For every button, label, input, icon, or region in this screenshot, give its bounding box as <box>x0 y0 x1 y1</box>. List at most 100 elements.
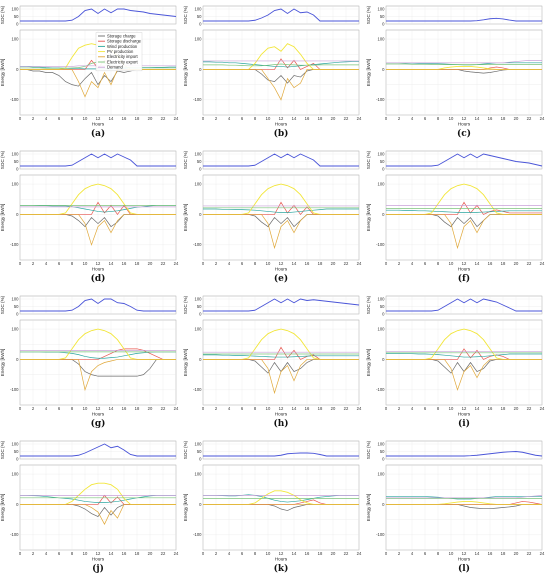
x-tick-label: 2 <box>215 406 218 411</box>
x-tick-label: 16 <box>122 116 127 121</box>
soc-tick-label: 50 <box>14 304 19 309</box>
x-tick-label: 20 <box>331 406 336 411</box>
x-tick-label: 20 <box>148 406 153 411</box>
soc-ylabel: SOC (%) <box>0 5 5 24</box>
energy-tick-label: 0 <box>199 212 202 217</box>
x-tick-label: 2 <box>32 261 35 266</box>
soc-tick-label: 0 <box>199 21 202 26</box>
x-tick-label: 24 <box>357 551 362 556</box>
panel-label: (d) <box>91 273 106 284</box>
soc-tick-label: 100 <box>195 441 203 446</box>
x-tick-label: 10 <box>266 406 271 411</box>
x-tick-label: 12 <box>279 116 284 121</box>
x-tick-label: 12 <box>96 406 101 411</box>
x-tick-label: 8 <box>254 406 257 411</box>
energy-tick-label: 100 <box>195 327 203 332</box>
x-tick-label: 16 <box>122 406 127 411</box>
x-tick-label: 20 <box>514 261 519 266</box>
legend-entry: Storage discharge <box>107 39 142 44</box>
series-line-wind <box>203 354 359 358</box>
x-tick-label: 4 <box>228 551 231 556</box>
energy-tick-label: 0 <box>382 212 385 217</box>
x-axis-label: Hours <box>275 412 288 417</box>
x-tick-label: 8 <box>254 116 257 121</box>
series-line-wind <box>203 208 359 213</box>
energy-ylabel: Energy [kWh] <box>0 204 5 232</box>
energy-tick-label: -100 <box>193 532 202 537</box>
x-tick-label: 6 <box>424 261 427 266</box>
x-tick-label: 6 <box>241 261 244 266</box>
x-tick-label: 24 <box>174 406 179 411</box>
series-line-import <box>386 359 542 391</box>
x-tick-label: 2 <box>398 116 401 121</box>
x-tick-label: 22 <box>161 116 166 121</box>
soc-tick-label: 100 <box>378 151 386 156</box>
soc-tick-label: 0 <box>199 311 202 316</box>
x-tick-label: 22 <box>527 116 532 121</box>
x-tick-label: 10 <box>266 551 271 556</box>
x-tick-label: 24 <box>357 261 362 266</box>
soc-ylabel: SOC (%) <box>0 150 5 169</box>
x-tick-label: 12 <box>462 116 467 121</box>
x-tick-label: 14 <box>292 116 297 121</box>
x-tick-label: 16 <box>122 261 127 266</box>
x-tick-label: 8 <box>437 551 440 556</box>
energy-tick-label: 100 <box>378 182 386 187</box>
x-tick-label: 12 <box>279 551 284 556</box>
energy-tick-label: -100 <box>376 387 385 392</box>
x-tick-label: 8 <box>254 261 257 266</box>
energy-tick-label: -100 <box>376 532 385 537</box>
x-tick-label: 0 <box>19 406 22 411</box>
soc-ylabel: SOC (%) <box>183 295 188 314</box>
energy-ylabel: Energy [kWh] <box>366 349 371 377</box>
x-tick-label: 8 <box>254 551 257 556</box>
x-tick-label: 14 <box>109 406 114 411</box>
energy-tick-label: -100 <box>10 387 19 392</box>
soc-tick-label: 0 <box>16 456 19 461</box>
soc-tick-label: 50 <box>380 449 385 454</box>
x-tick-label: 12 <box>279 261 284 266</box>
series-line-import <box>20 214 176 246</box>
x-tick-label: 24 <box>174 551 179 556</box>
x-tick-label: 6 <box>58 406 61 411</box>
soc-tick-label: 100 <box>195 6 203 11</box>
energy-tick-label: -100 <box>193 97 202 102</box>
x-tick-label: 18 <box>501 116 506 121</box>
energy-ylabel: Energy [kWh] <box>366 494 371 522</box>
x-tick-label: 16 <box>488 551 493 556</box>
series-line-import <box>20 69 176 98</box>
x-tick-label: 12 <box>462 551 467 556</box>
x-tick-label: 0 <box>202 406 205 411</box>
panel-label: (a) <box>91 128 105 139</box>
x-tick-label: 10 <box>83 116 88 121</box>
energy-ylabel: Energy [kWh] <box>366 59 371 87</box>
x-tick-label: 2 <box>398 261 401 266</box>
legend-entry: PV production <box>107 49 134 54</box>
soc-tick-label: 50 <box>380 159 385 164</box>
series-line-wind <box>386 209 542 213</box>
energy-tick-label: 0 <box>16 212 19 217</box>
x-tick-label: 22 <box>161 406 166 411</box>
panel-label: (f) <box>458 273 470 284</box>
soc-line <box>386 298 542 312</box>
energy-tick-label: 0 <box>16 502 19 507</box>
x-tick-label: 14 <box>292 261 297 266</box>
x-axis-label: Hours <box>275 557 288 562</box>
legend-entry: Electricity export <box>107 59 139 64</box>
x-tick-label: 20 <box>331 116 336 121</box>
soc-tick-label: 100 <box>378 6 386 11</box>
energy-tick-label: 100 <box>378 37 386 42</box>
x-tick-label: 10 <box>449 406 454 411</box>
soc-tick-label: 0 <box>199 166 202 171</box>
x-tick-label: 6 <box>58 261 61 266</box>
series-line-export <box>203 63 359 67</box>
x-tick-label: 12 <box>96 116 101 121</box>
series-line-wind <box>203 61 359 68</box>
x-tick-label: 14 <box>292 551 297 556</box>
panel-label: (e) <box>274 273 288 284</box>
